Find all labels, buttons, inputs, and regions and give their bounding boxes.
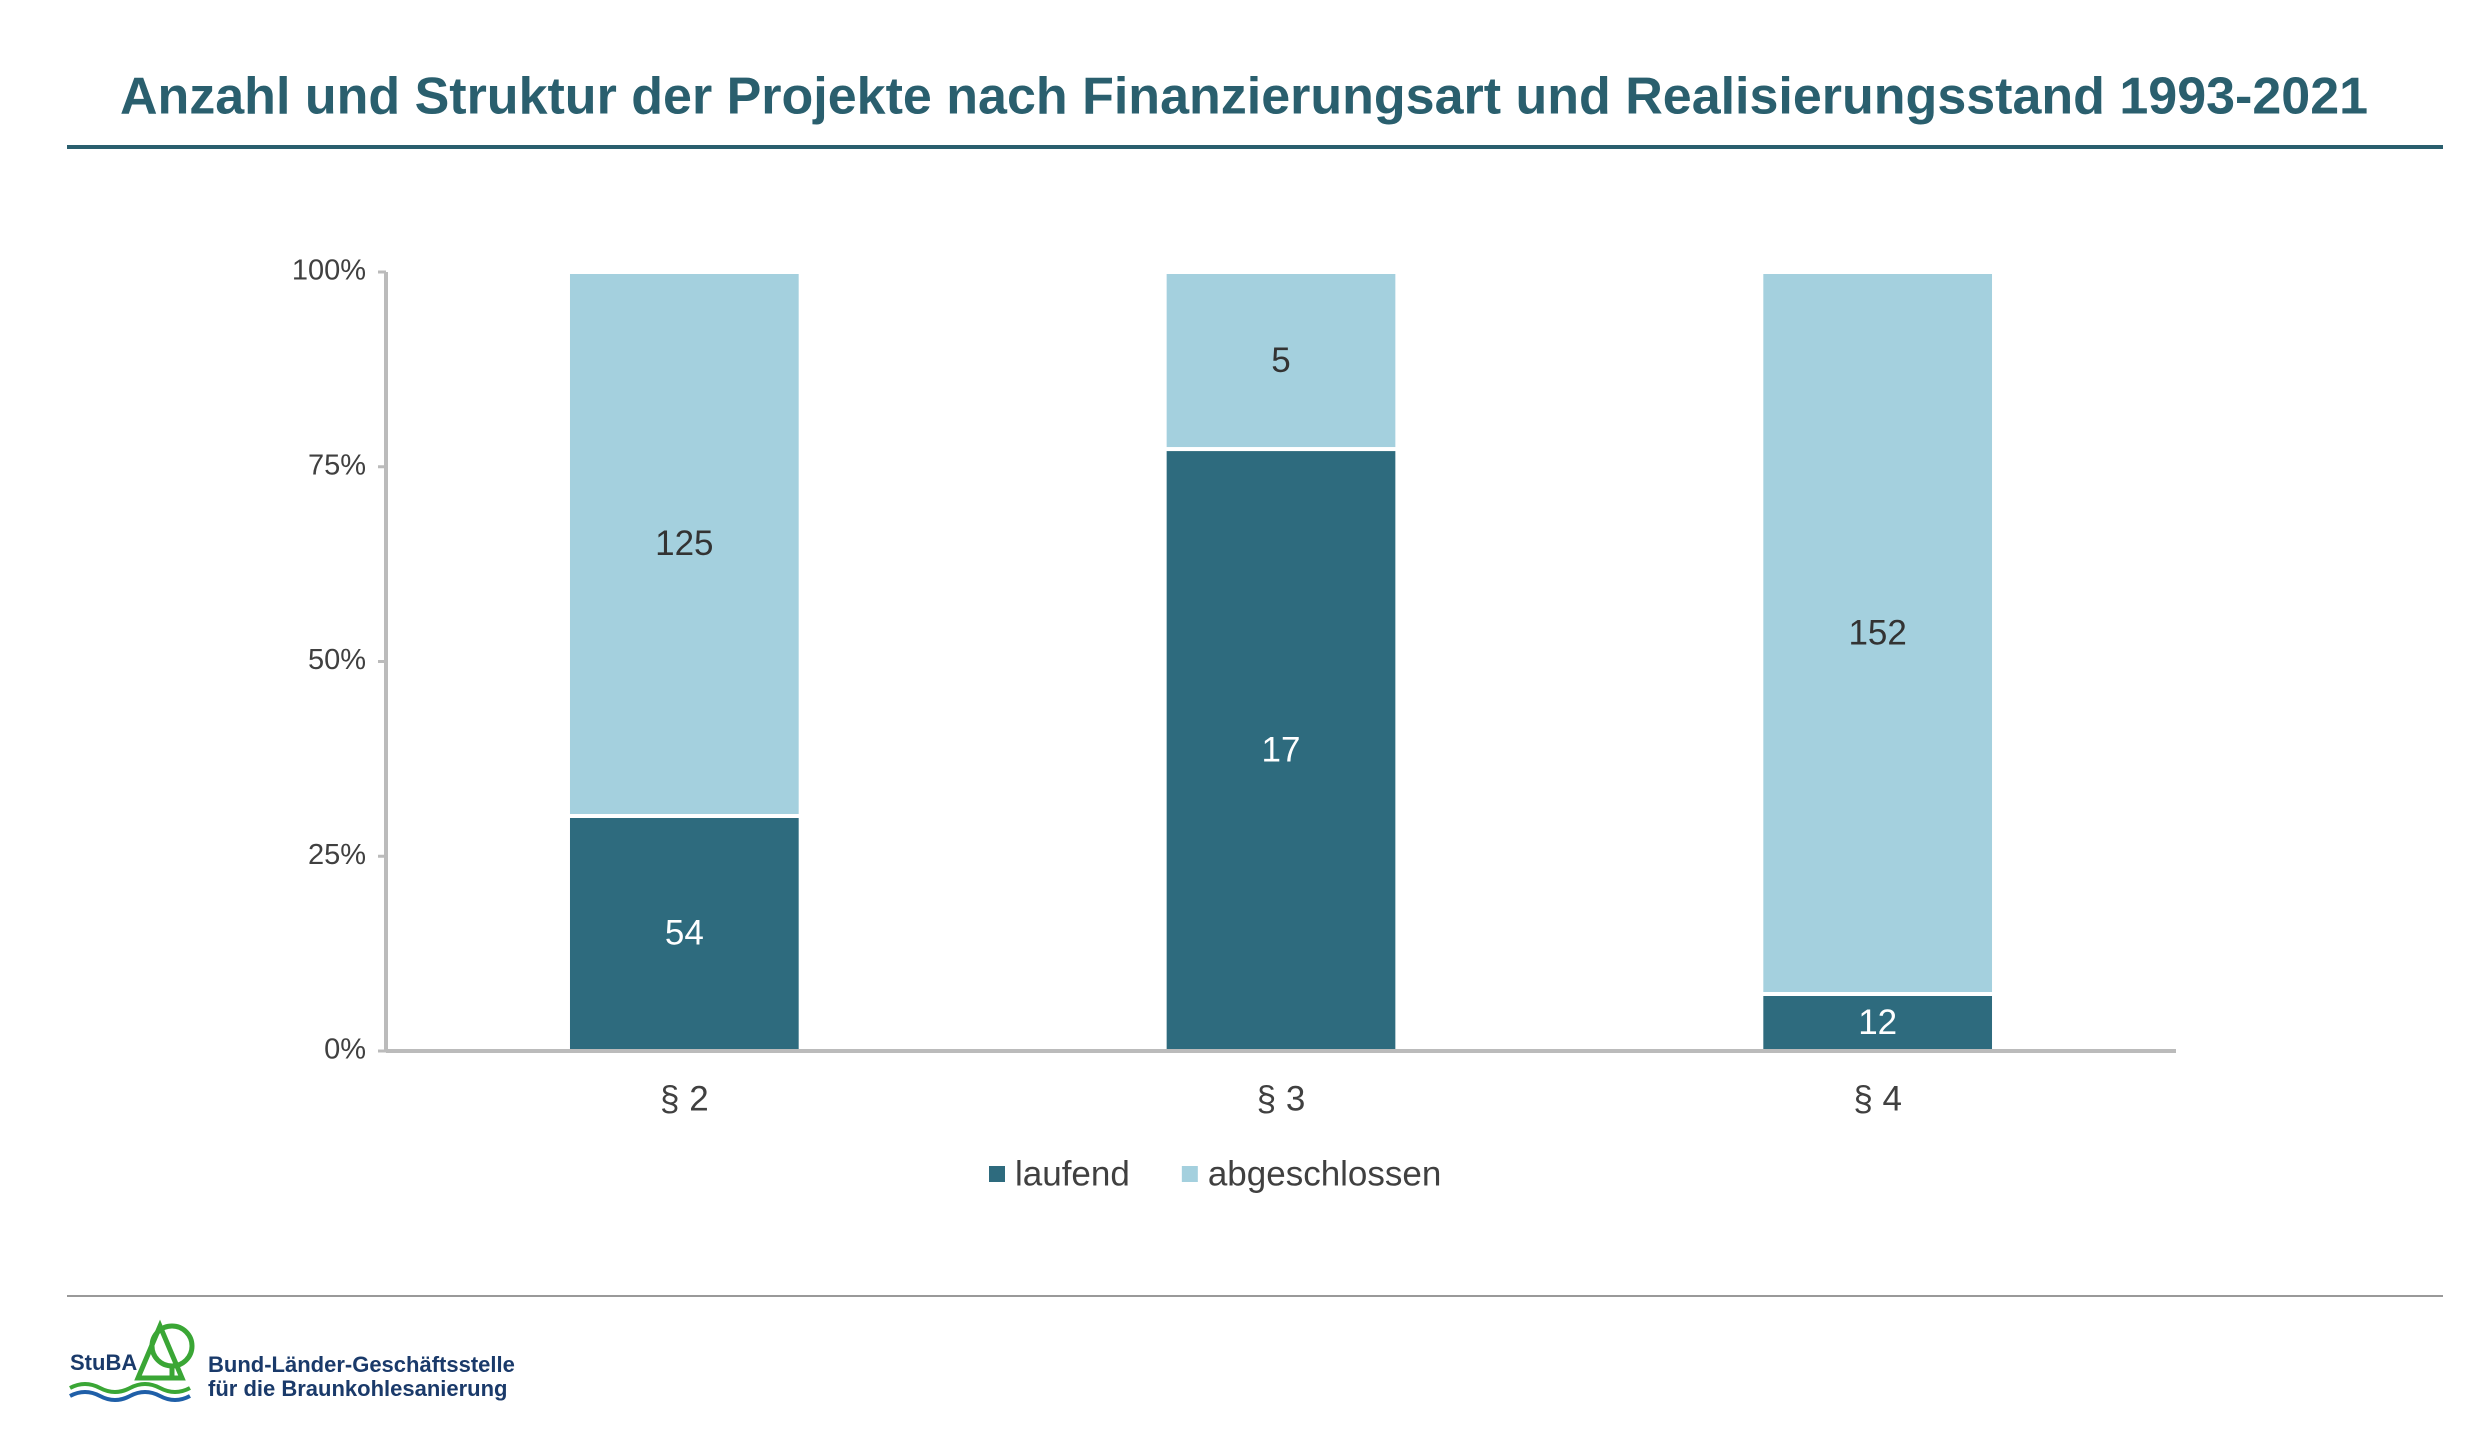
logo (69, 1319, 195, 1402)
x-tick-label: § 4 (1853, 1079, 1902, 1118)
data-label: 5 (1271, 341, 1290, 380)
y-tick-label: 100% (292, 255, 366, 287)
bar-segment (1162, 270, 1400, 452)
legend-label: laufend (1015, 1154, 1130, 1193)
bar-segment (1162, 447, 1400, 1053)
data-label: 17 (1262, 730, 1301, 769)
data-label: 54 (665, 914, 704, 953)
logo-text: StuBA (70, 1350, 137, 1375)
y-tick-label: 50% (308, 644, 366, 676)
legend-marker (989, 1166, 1005, 1182)
footer-line: Bund-Länder-Geschäftsstelle (208, 1352, 515, 1377)
legend-marker (1181, 1166, 1198, 1182)
footer-line: für die Braunkohlesanierung (208, 1376, 508, 1401)
y-tick-label: 25% (308, 839, 366, 871)
bar-segment (565, 270, 803, 818)
x-tick-label: § 2 (660, 1079, 709, 1118)
x-tick-label: § 3 (1257, 1079, 1306, 1118)
bar-segment (1759, 270, 1997, 996)
data-label: 152 (1848, 613, 1906, 652)
data-label: 12 (1858, 1003, 1897, 1042)
chart-title: Anzahl und Struktur der Projekte nach Fi… (120, 68, 2368, 126)
y-tick-label: 0% (324, 1034, 366, 1066)
legend-label: abgeschlossen (1208, 1154, 1442, 1193)
y-tick-label: 75% (308, 449, 366, 481)
data-label: 125 (655, 524, 713, 563)
